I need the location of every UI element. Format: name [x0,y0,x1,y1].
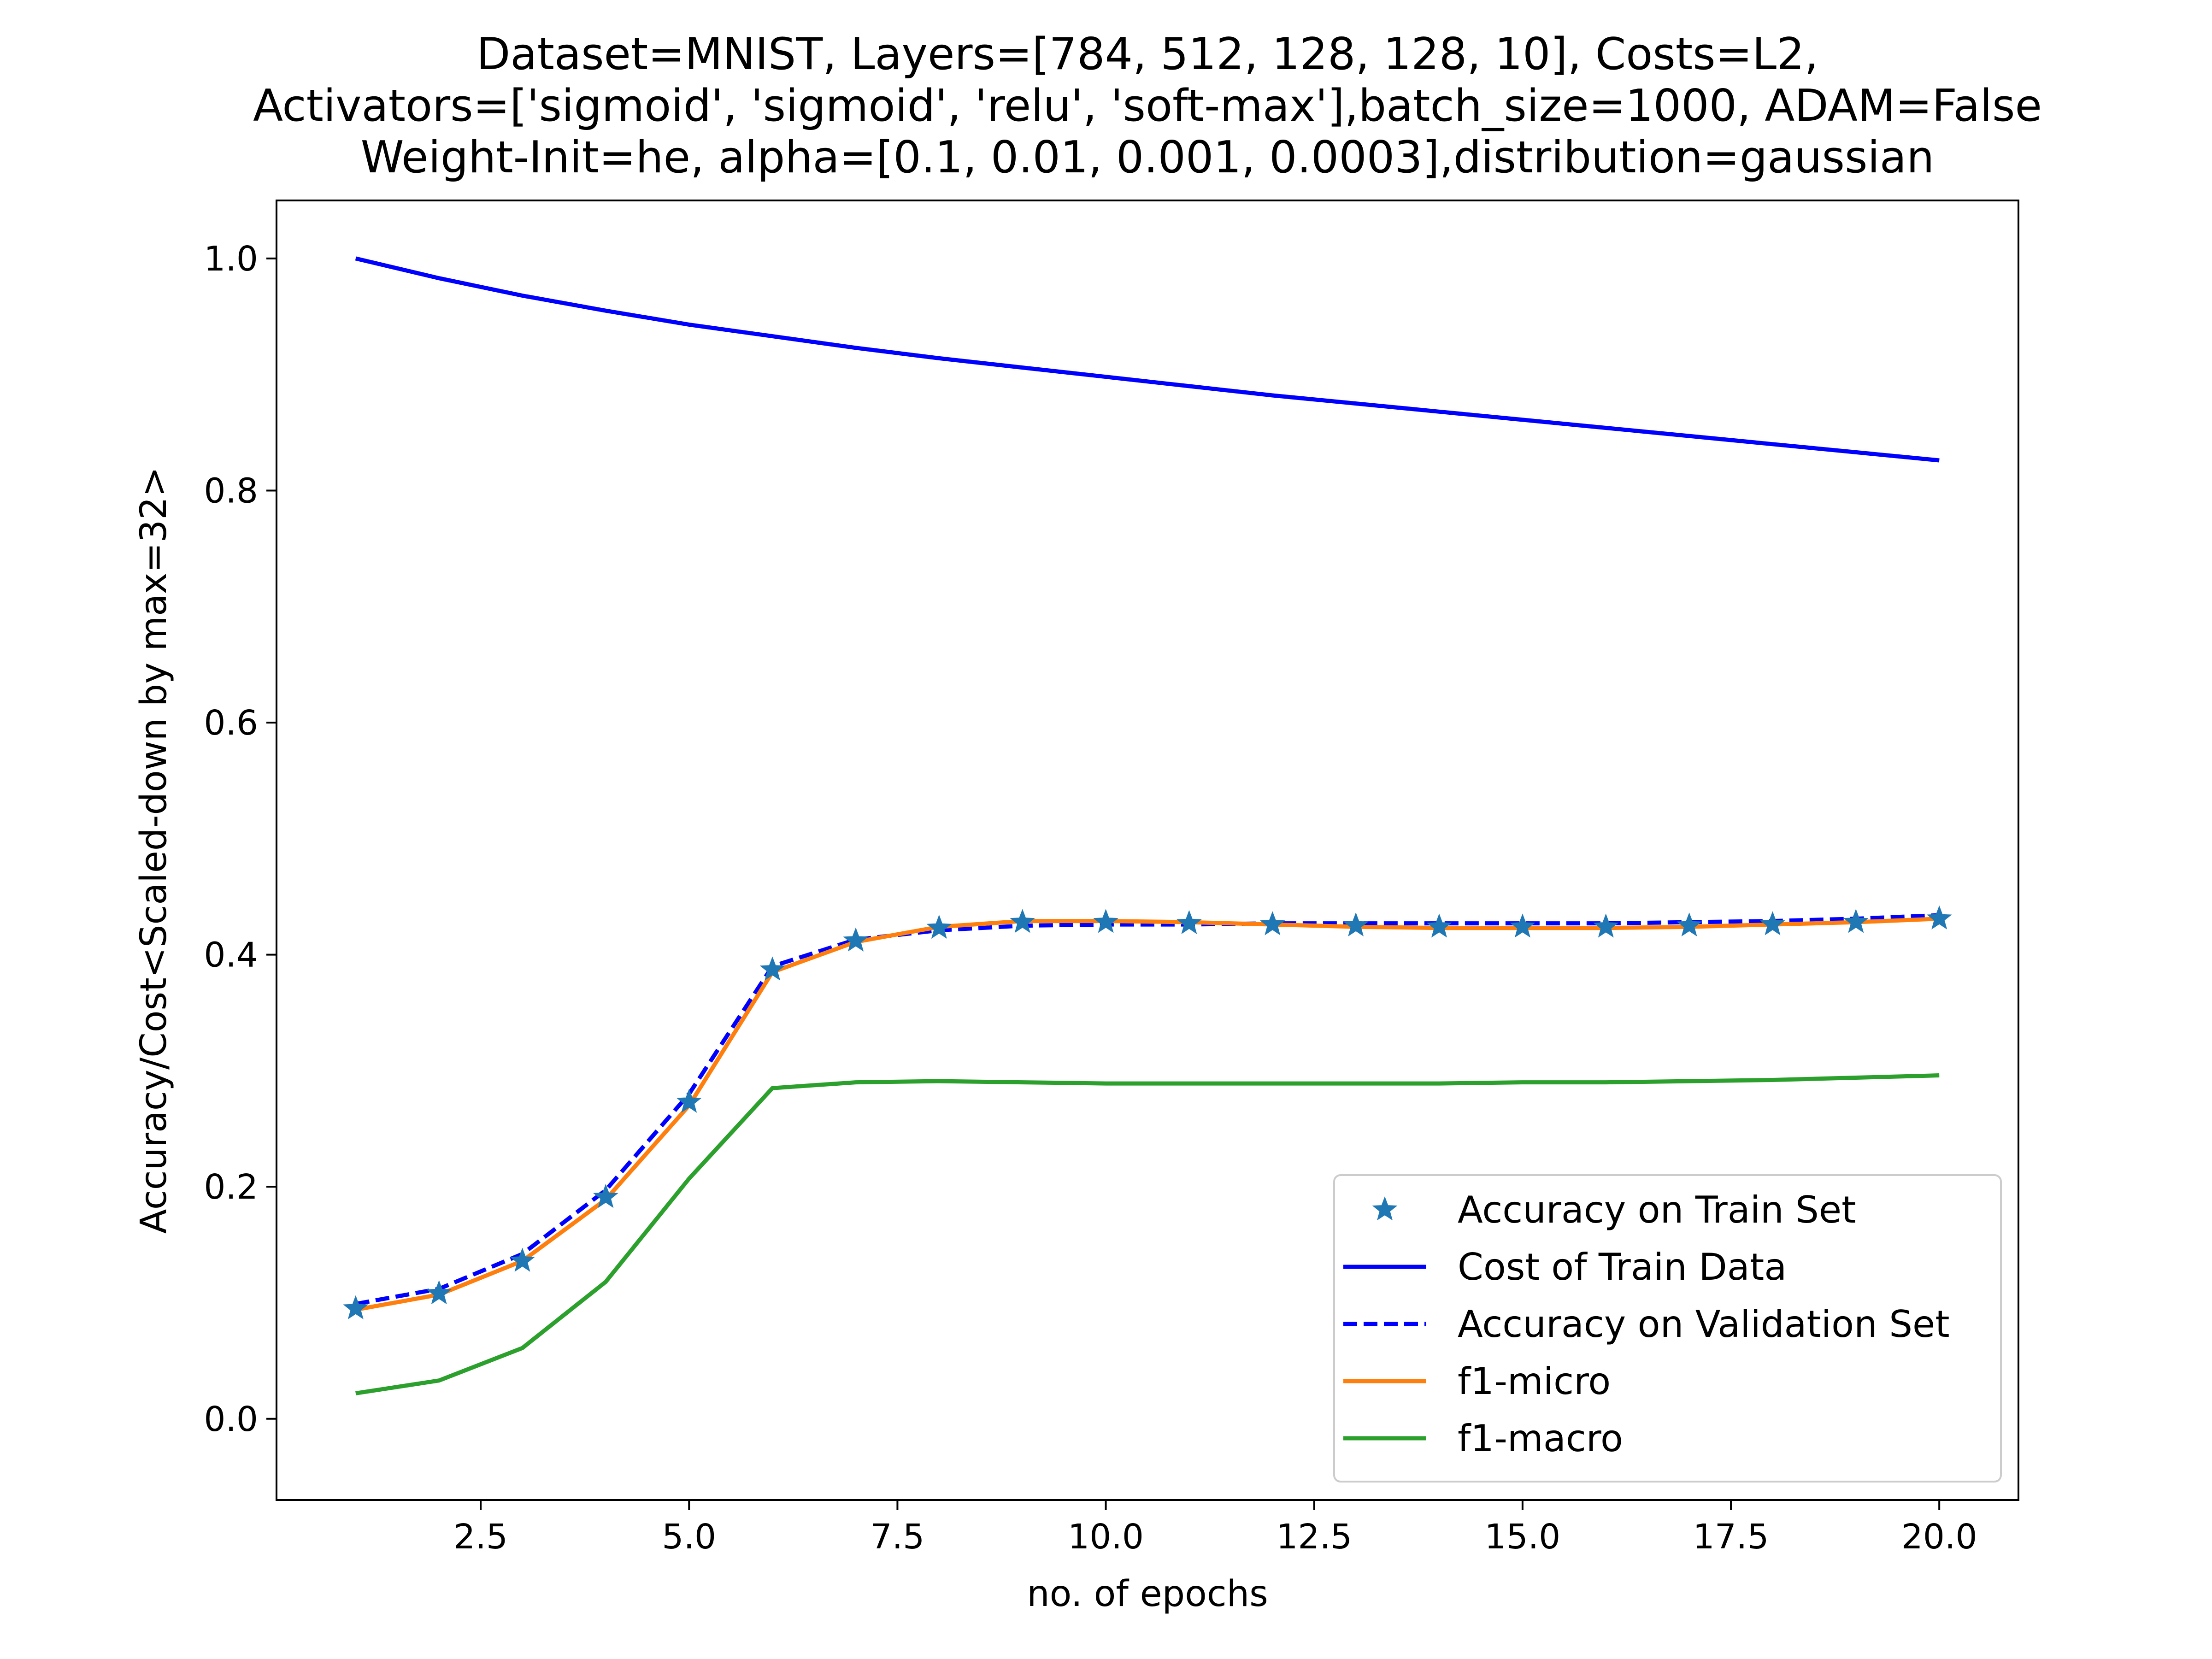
chart-title: Dataset=MNIST, Layers=[784, 512, 128, 12… [253,29,2042,183]
x-tick-label: 12.5 [1276,1517,1352,1557]
chart-title-line-3: Weight-Init=he, alpha=[0.1, 0.01, 0.001,… [361,132,1935,183]
train-accuracy-point [676,1088,702,1113]
x-tick-label: 2.5 [453,1517,508,1557]
legend-box [1333,1174,2002,1483]
train-accuracy-point [1593,913,1619,938]
x-tick-label: 10.0 [1068,1517,1144,1557]
legend: Accuracy on Train Set Cost of Train Data A… [1333,1174,2002,1483]
train-accuracy-point [926,914,952,939]
train-accuracy-point [510,1247,535,1272]
train-accuracy-point [1510,913,1535,938]
train-accuracy-point [1010,909,1035,933]
plot-series [343,256,1952,1395]
y-axis-label: Accuracy/Cost<Scaled-down by max=32> [133,467,175,1234]
y-tick-label: 1.0 [204,239,258,279]
train-accuracy-point [426,1280,452,1305]
series-line-f1-macro [355,1073,1940,1395]
y-tick-label: 0.2 [204,1167,258,1207]
x-tick-label: 17.5 [1693,1517,1769,1557]
train-accuracy-point [759,956,785,981]
x-axis-label: no. of epochs [1027,1573,1268,1615]
y-tick-label: 0.6 [204,703,258,743]
train-accuracy-point [1426,913,1452,938]
y-tick-label: 0.8 [204,471,258,511]
legend-entry-label: Accuracy on Train Set [1458,1188,1856,1231]
legend-entry-label: f1-macro [1458,1417,1623,1460]
legend-entry-label: Accuracy on Validation Set [1458,1303,1950,1346]
train-accuracy-point [1259,911,1285,935]
train-accuracy-point [1093,909,1118,933]
train-accuracy-point [1926,905,1952,930]
plot-area-frame [276,200,2019,1501]
train-accuracy-point [593,1183,618,1208]
chart-title-line-2: Activators=['sigmoid', 'sigmoid', 'relu'… [253,81,2042,131]
x-tick-label: 5.0 [662,1517,716,1557]
train-accuracy-point [1677,912,1702,936]
train-accuracy-point [1343,912,1369,936]
y-tick-label: 0.0 [204,1400,258,1439]
train-accuracy-point [843,927,869,952]
train-accuracy-point [1177,910,1202,935]
y-tick-label: 0.4 [204,935,258,975]
legend-entry-label: f1-micro [1458,1360,1611,1403]
series-line-accuracy-on-validation-set [355,913,1940,1306]
x-tick-label: 15.0 [1484,1517,1560,1557]
axis-ticks: 2.5 5.0 7.5 10.0 12.5 15.0 17.5 20.0 0.0 0.2 0.4 0.… [204,239,1977,1557]
series-line-cost-of-train-data [355,256,1940,463]
train-accuracy-point [1843,909,1869,933]
series-line-f1-micro [355,917,1940,1312]
x-tick-label: 7.5 [871,1517,925,1557]
x-tick-label: 20.0 [1901,1517,1977,1557]
legend-entry-label: Cost of Train Data [1458,1246,1787,1288]
train-accuracy-point [1760,911,1785,935]
chart-title-line-1: Dataset=MNIST, Layers=[784, 512, 128, 12… [477,29,1818,80]
legend-star-marker [1372,1196,1398,1221]
train-accuracy-point [343,1295,369,1319]
legend-items: Accuracy on Train Set Cost of Train Data A… [1343,1188,1950,1460]
